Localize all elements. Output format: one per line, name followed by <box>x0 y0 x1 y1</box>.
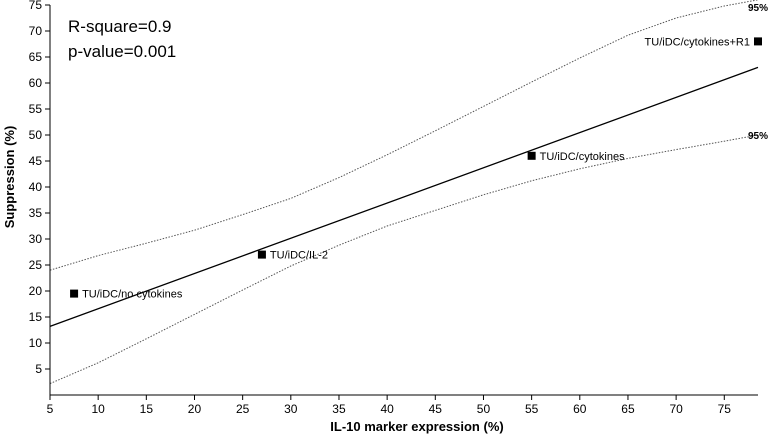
x-tick-label: 65 <box>621 402 635 416</box>
y-tick-label: 5 <box>35 362 42 376</box>
p-value-annotation: p-value=0.001 <box>68 42 176 61</box>
x-tick-label: 40 <box>380 402 394 416</box>
y-tick-label: 40 <box>29 180 43 194</box>
y-tick-label: 55 <box>29 102 43 116</box>
lower-band-label: 95% <box>748 131 768 142</box>
data-point-label: TU/iDC/cytokines+R1 <box>645 36 750 48</box>
y-axis-title: Suppression (%) <box>2 126 17 229</box>
data-point <box>527 151 536 160</box>
lower-confidence-band <box>49 134 759 385</box>
x-tick-label: 20 <box>188 402 202 416</box>
axes: 5 10 15 20 25 30 35 40 45 50 55 60 65 70 75 5 10 15 20 25 30… <box>29 0 758 416</box>
x-tick-label: 5 <box>47 402 54 416</box>
x-tick-label: 35 <box>332 402 346 416</box>
x-tick-label: 50 <box>477 402 491 416</box>
data-point <box>257 250 266 259</box>
data-point <box>70 289 79 298</box>
upper-band-label: 95% <box>748 3 768 14</box>
regression-line-group <box>49 66 759 327</box>
data-point-label: TU/iDC/IL-2 <box>270 250 328 262</box>
y-tick-label: 60 <box>29 76 43 90</box>
x-tick-label: 25 <box>236 402 250 416</box>
y-tick-label: 75 <box>29 0 43 12</box>
x-tick-label: 70 <box>669 402 683 416</box>
r-square-annotation: R-square=0.9 <box>68 17 171 36</box>
y-tick-label: 35 <box>29 206 43 220</box>
y-tick-label: 25 <box>29 258 43 272</box>
x-tick-label: 45 <box>429 402 443 416</box>
y-tick-label: 50 <box>29 128 43 142</box>
y-tick-label: 65 <box>29 50 43 64</box>
upper-confidence-band <box>49 0 759 271</box>
data-point-label: TU/iDC/no cytokines <box>82 289 183 301</box>
y-tick-label: 20 <box>29 284 43 298</box>
y-tick-label: 45 <box>29 154 43 168</box>
y-tick-label: 15 <box>29 310 43 324</box>
y-tick-label: 10 <box>29 336 43 350</box>
x-tick-label: 15 <box>140 402 154 416</box>
data-point-label: TU/iDC/cytokines <box>540 151 625 163</box>
y-tick-label: 70 <box>29 24 43 38</box>
x-tick-label: 75 <box>718 402 732 416</box>
x-tick-label: 60 <box>573 402 587 416</box>
regression-line <box>49 66 759 327</box>
y-tick-label: 30 <box>29 232 43 246</box>
data-points: TU/iDC/no cytokines TU/iDC/IL-2 TU/iDC/cyt… <box>70 36 762 301</box>
x-tick-label: 10 <box>91 402 105 416</box>
confidence-bands: 95% 95% <box>49 0 768 385</box>
x-axis-title: IL-10 marker expression (%) <box>330 419 503 434</box>
data-point <box>754 37 762 46</box>
x-tick-label: 30 <box>284 402 298 416</box>
x-tick-label: 55 <box>525 402 539 416</box>
